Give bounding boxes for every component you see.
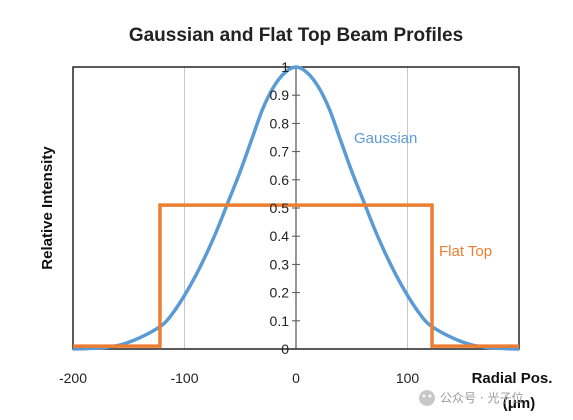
y-axis-ticks: 0 0.1 0.2 0.3 0.4 0.5 0.6 0.7 0.8 0.9 1 <box>270 59 290 357</box>
y-tick-label-4: 0.4 <box>270 228 290 244</box>
x-tick-label-1: -100 <box>170 370 198 386</box>
watermark: 公众号 · 光子位 <box>419 390 523 406</box>
series-labels: Gaussian Flat Top <box>354 130 492 260</box>
series-gaussian-line <box>72 65 520 351</box>
y-tick-label-9: 0.9 <box>270 87 290 103</box>
watermark-text: 公众号 · 光子位 <box>440 390 523 405</box>
y-tick-label-3: 0.3 <box>270 256 290 272</box>
x-tick-label-2: 0 <box>292 370 300 386</box>
x-tick-label-3: 100 <box>396 370 420 386</box>
series-label-flat-top: Flat Top <box>439 243 492 260</box>
series-group <box>72 65 520 351</box>
x-axis-unit: (μm) <box>503 395 536 412</box>
x-tick-label-0: -200 <box>59 370 87 386</box>
y-tick-label-7: 0.7 <box>270 144 290 160</box>
grid <box>72 66 408 350</box>
y-tick-label-8: 0.8 <box>270 115 290 131</box>
series-label-gaussian: Gaussian <box>354 130 417 147</box>
y-tick-label-1: 0.1 <box>270 313 290 329</box>
y-tick-label-10: 1 <box>281 59 289 75</box>
x-axis-ticks: -200 -100 0 100 <box>59 370 419 386</box>
y-tick-label-2: 0.2 <box>270 285 290 301</box>
y-tick-label-6: 0.6 <box>270 172 290 188</box>
series-flat-top-line <box>73 203 519 348</box>
y-axis-label: Relative Intensity <box>39 146 56 270</box>
y-tick-label-0: 0 <box>281 341 289 357</box>
y-tick-label-5: 0.5 <box>270 200 290 216</box>
chart-title: Gaussian and Flat Top Beam Profiles <box>129 25 463 46</box>
x-axis-label: Radial Pos. <box>472 370 553 387</box>
